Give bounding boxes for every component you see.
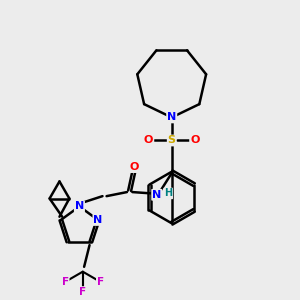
Text: F: F [79, 287, 86, 297]
Text: F: F [61, 277, 69, 287]
Text: N: N [152, 190, 161, 200]
Text: S: S [168, 136, 176, 146]
Text: O: O [144, 136, 153, 146]
Text: N: N [167, 112, 176, 122]
Text: F: F [97, 277, 104, 287]
Text: N: N [75, 202, 84, 212]
Text: H: H [164, 188, 172, 198]
Text: O: O [190, 136, 200, 146]
Text: O: O [129, 162, 138, 172]
Text: N: N [93, 215, 103, 225]
